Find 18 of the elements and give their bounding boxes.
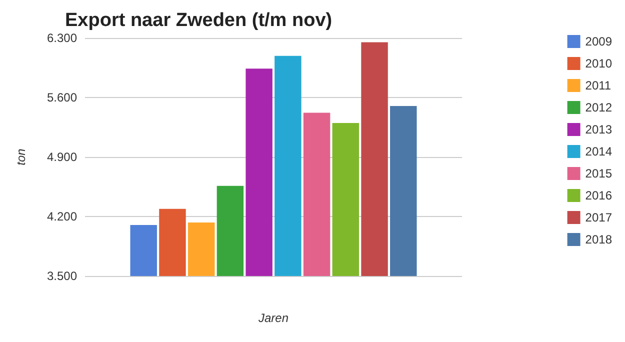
legend-label: 2009 <box>585 34 612 48</box>
y-tick-label: 3.500 <box>46 269 78 283</box>
y-tick-label: 4.900 <box>46 150 78 164</box>
legend-label: 2013 <box>585 122 612 136</box>
y-axis-title: ton <box>14 148 28 166</box>
legend-label: 2010 <box>585 56 612 70</box>
y-tick-label: 6.300 <box>46 31 78 45</box>
legend-label: 2018 <box>585 232 612 246</box>
legend-label: 2012 <box>585 100 612 114</box>
y-tick-label: 4.200 <box>46 210 78 224</box>
legend-label: 2015 <box>585 166 612 180</box>
chart-title: Export naar Zweden (t/m nov) <box>65 10 332 31</box>
legend-label: 2016 <box>585 188 612 202</box>
legend-label: 2014 <box>585 144 612 158</box>
x-axis-title: Jaren <box>257 311 289 325</box>
y-tick-label: 5.600 <box>46 90 78 104</box>
legend-label: 2017 <box>585 210 612 224</box>
legend-label: 2011 <box>585 78 612 92</box>
